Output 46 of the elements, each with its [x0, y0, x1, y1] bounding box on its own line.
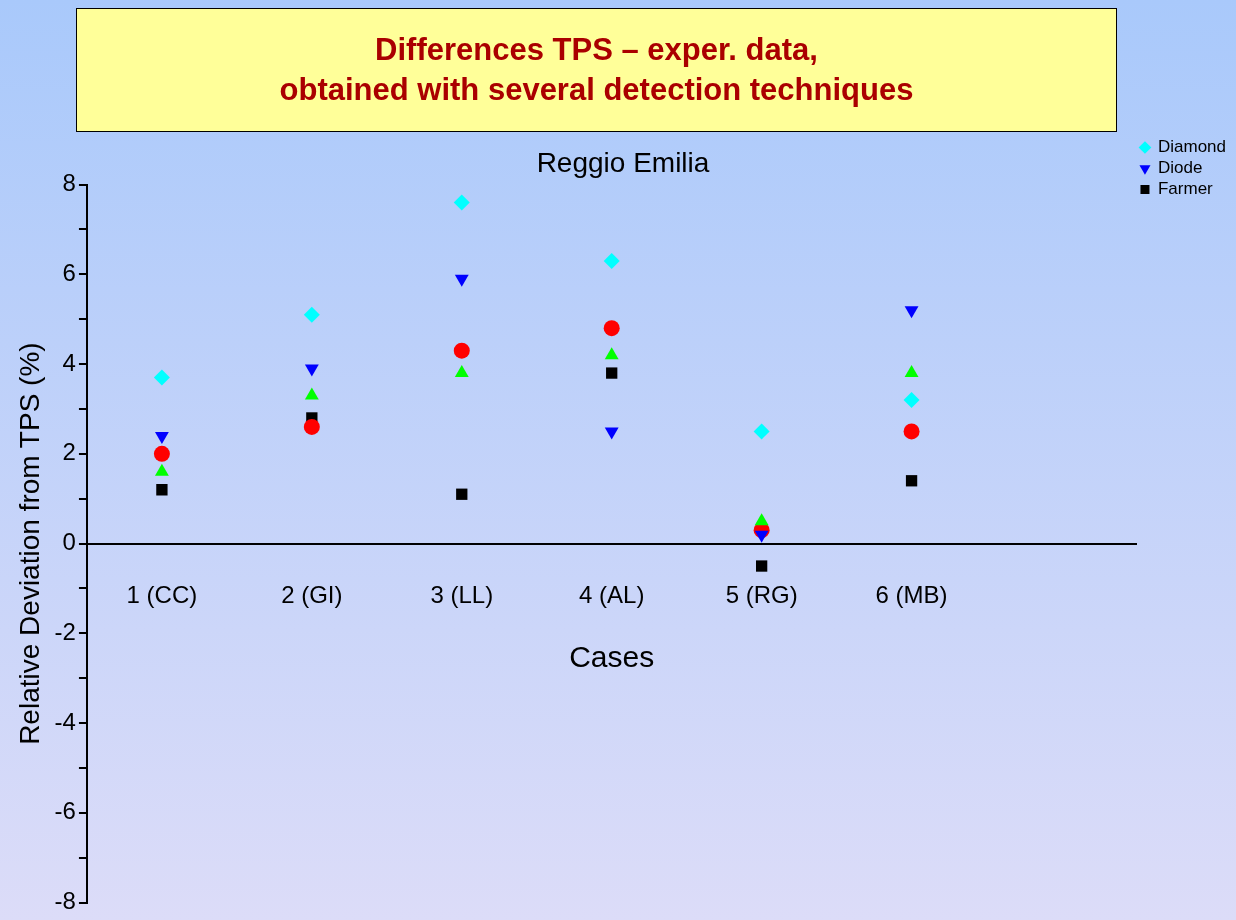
- x-tick-label: 1 (CC): [126, 580, 198, 608]
- point: [903, 392, 920, 408]
- x-tick-label: 2 (GI): [281, 580, 343, 608]
- y-tick-label: 2: [62, 438, 76, 466]
- y-tick-label: -6: [54, 797, 76, 825]
- point: [453, 342, 470, 359]
- point: [153, 445, 170, 462]
- y-tick-label: -4: [54, 707, 76, 735]
- legend-label: Diamond: [1157, 137, 1227, 157]
- point: [153, 369, 170, 386]
- y-tick-label: 6: [62, 258, 76, 286]
- point: [753, 423, 770, 440]
- point: [303, 306, 320, 323]
- point: [905, 475, 918, 487]
- point: [454, 274, 469, 287]
- y-tick-label: 0: [62, 528, 76, 556]
- point: [755, 560, 768, 572]
- point: [304, 387, 319, 400]
- point: [606, 367, 618, 379]
- x-tick-label: 5 (RG): [725, 580, 798, 608]
- legend-label: Farmer: [1157, 179, 1214, 199]
- point: [904, 365, 919, 378]
- x-axis-title: Cases: [569, 639, 655, 673]
- y-tick-label: 4: [62, 348, 76, 376]
- point: [603, 320, 620, 337]
- point: [604, 347, 619, 360]
- point: [303, 418, 320, 435]
- chart-subtitle: Reggio Emilia: [536, 146, 710, 178]
- point: [156, 484, 168, 496]
- y-tick-label: 8: [62, 169, 76, 197]
- legend-label: Diode: [1157, 158, 1203, 178]
- point: [456, 488, 468, 500]
- point: [603, 252, 620, 269]
- point: [453, 194, 470, 211]
- x-tick-label: 6 (MB): [875, 580, 948, 608]
- chart-title: Differences TPS – exper. data, obtained with several detection techniques: [76, 8, 1117, 132]
- point: [754, 513, 769, 526]
- point: [754, 530, 769, 543]
- x-tick-label: 3 (LL): [430, 580, 494, 608]
- point: [903, 423, 920, 440]
- y-tick-label: -2: [54, 617, 76, 645]
- y-axis-title: Relative Deviation from TPS (%): [13, 342, 45, 745]
- y-tick-label: -8: [54, 887, 76, 915]
- x-tick-label: 4 (AL): [579, 580, 645, 608]
- point: [154, 431, 169, 444]
- point: [454, 365, 469, 378]
